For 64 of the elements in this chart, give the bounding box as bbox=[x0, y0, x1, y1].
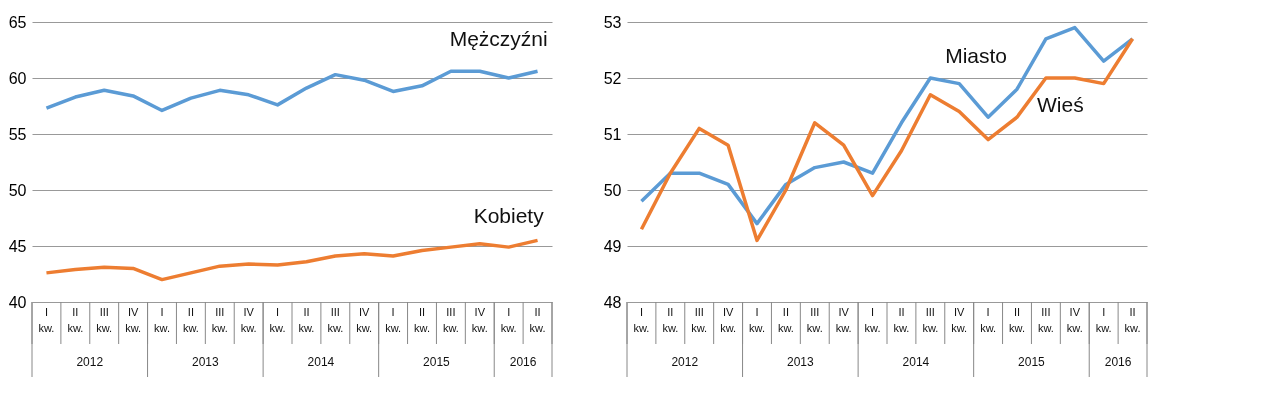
y-tick-label: 51 bbox=[603, 125, 622, 143]
text: 2016 bbox=[509, 355, 537, 369]
y-tick-label: 50 bbox=[603, 181, 622, 199]
text: 2014 bbox=[307, 355, 335, 369]
x-tick-label: IV kw. bbox=[125, 306, 142, 334]
x-tick-label: II kw. bbox=[414, 306, 430, 334]
x-tick-label: III kw. bbox=[211, 306, 228, 334]
x-tick-label: III kw. bbox=[442, 306, 459, 334]
series-label: Kobiety bbox=[473, 204, 545, 228]
series-label: Miasto bbox=[945, 44, 1008, 68]
x-tick-label: I kw. bbox=[749, 306, 765, 334]
y-tick-label: 40 bbox=[8, 293, 27, 311]
y-tick-label: 52 bbox=[603, 69, 622, 87]
x-tick-label: II kw. bbox=[1124, 306, 1141, 334]
text: 2013 bbox=[786, 355, 814, 369]
x-tick-label: I kw. bbox=[864, 306, 881, 334]
y-tick-label: 49 bbox=[603, 237, 622, 255]
x-tick-label: IV kw. bbox=[471, 306, 488, 334]
line-series bbox=[44, 69, 540, 113]
x-tick-label: II kw. bbox=[893, 306, 910, 334]
x-tick-label: IV kw. bbox=[720, 306, 737, 334]
x-tick-label: II kw. bbox=[1009, 306, 1025, 334]
line-series bbox=[44, 238, 540, 282]
x-tick-label: I kw. bbox=[38, 306, 55, 334]
text: 2015 bbox=[1018, 355, 1046, 369]
y-tick-label: 53 bbox=[603, 13, 622, 31]
y-tick-label: 60 bbox=[8, 69, 27, 87]
text: 2012 bbox=[671, 355, 699, 369]
series-label: Mężczyźni bbox=[449, 27, 548, 50]
x-tick-label: IV kw. bbox=[835, 306, 852, 334]
text: 2014 bbox=[902, 355, 930, 369]
x-tick-label: IV kw. bbox=[1066, 306, 1083, 334]
x-tick-label: II kw. bbox=[529, 306, 546, 334]
x-tick-label: III kw. bbox=[806, 306, 823, 334]
x-tick-label: II kw. bbox=[777, 306, 794, 334]
x-tick-label: III kw. bbox=[1037, 306, 1054, 334]
x-tick-label: I kw. bbox=[500, 306, 517, 334]
x-tick-label: I kw. bbox=[385, 306, 402, 334]
x-tick-label: IV kw. bbox=[951, 306, 968, 334]
x-tick-label: III kw. bbox=[327, 306, 344, 334]
series-label: Wieś bbox=[1037, 93, 1084, 116]
x-tick-label: III kw. bbox=[691, 306, 708, 334]
text: 2012 bbox=[76, 355, 104, 369]
x-tick-label: I kw. bbox=[980, 306, 997, 334]
x-tick-label: I kw. bbox=[269, 306, 286, 334]
x-tick-label: III kw. bbox=[922, 306, 939, 334]
x-tick-label: I kw. bbox=[154, 306, 170, 334]
x-tick-label: II kw. bbox=[298, 306, 315, 334]
y-tick-label: 65 bbox=[8, 13, 27, 31]
text: 2015 bbox=[423, 355, 451, 369]
text: 2013 bbox=[191, 355, 219, 369]
x-tick-label: II kw. bbox=[662, 306, 679, 334]
x-tick-label: II kw. bbox=[182, 306, 199, 334]
y-tick-label: 48 bbox=[603, 293, 622, 311]
x-tick-label: IV kw. bbox=[240, 306, 257, 334]
x-tick-label: II kw. bbox=[67, 306, 84, 334]
text: 2016 bbox=[1104, 355, 1132, 369]
x-tick-label: I kw. bbox=[633, 306, 650, 334]
x-tick-label: I kw. bbox=[1095, 306, 1112, 334]
x-tick-label: III kw. bbox=[96, 306, 113, 334]
y-tick-label: 55 bbox=[8, 125, 27, 143]
x-tick-label: IV kw. bbox=[356, 306, 373, 334]
y-tick-label: 50 bbox=[8, 181, 27, 199]
y-tick-label: 45 bbox=[8, 237, 27, 255]
